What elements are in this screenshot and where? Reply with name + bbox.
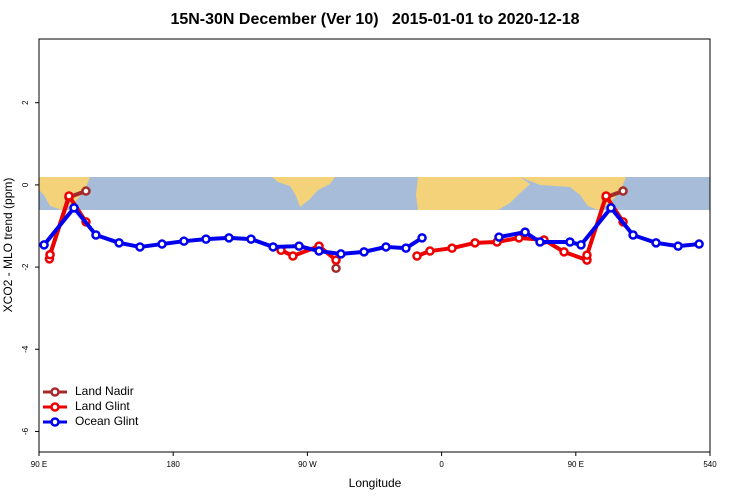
data-point [618, 186, 628, 196]
legend-label: Land Nadir [75, 384, 134, 398]
legend-marker [50, 417, 60, 427]
y-tick-label: 2 [21, 100, 30, 105]
y-tick-label: -2 [21, 263, 30, 271]
data-point [425, 246, 435, 256]
data-point [135, 242, 145, 252]
data-point [628, 230, 638, 240]
data-point [651, 238, 661, 248]
data-point [582, 250, 592, 260]
data-point [559, 247, 569, 257]
data-point [520, 227, 530, 237]
data-point [64, 191, 74, 201]
y-axis-label: XCO2 - MLO trend (ppm) [1, 178, 15, 313]
data-point [91, 230, 101, 240]
data-point [81, 186, 91, 196]
legend-marker [50, 387, 60, 397]
data-point [157, 239, 167, 249]
map-land [416, 177, 530, 210]
data-point [417, 233, 427, 243]
data-point [246, 234, 256, 244]
x-tick-label: 540 [703, 460, 717, 469]
y-tick-label: -6 [21, 427, 30, 435]
map-land [520, 177, 626, 210]
map-land [39, 177, 90, 210]
x-axis-label: Longitude [349, 476, 402, 490]
plot-frame [38, 38, 711, 453]
data-point [314, 246, 324, 256]
data-point [535, 237, 545, 247]
data-point [359, 247, 369, 257]
map-land [272, 177, 335, 207]
data-point [331, 255, 341, 265]
data-point [268, 242, 278, 252]
data-point [45, 249, 55, 260]
chart-title: 15N-30N December (Ver 10) 2015-01-01 to … [170, 11, 579, 28]
legend-label: Land Glint [75, 399, 130, 413]
data-point [69, 203, 79, 213]
data-point [412, 251, 422, 261]
data-point [565, 237, 575, 247]
data-point [288, 251, 298, 261]
data-point [601, 191, 611, 201]
data-point [201, 234, 211, 244]
data-point [494, 232, 504, 242]
x-tick-label: 180 [167, 460, 181, 469]
data-point [224, 233, 234, 243]
data-point [470, 238, 480, 248]
data-point [294, 241, 304, 251]
x-tick-label: 90 E [31, 460, 47, 469]
data-point [673, 241, 683, 251]
x-tick-label: 90 W [298, 460, 317, 469]
data-point [336, 249, 346, 259]
data-point [576, 240, 586, 250]
legend-label: Ocean Glint [75, 414, 139, 428]
x-tick-label: 90 E [568, 460, 584, 469]
data-point [39, 240, 49, 250]
legend-marker [50, 402, 60, 412]
data-point [606, 203, 616, 213]
x-tick-label: 0 [439, 460, 444, 469]
map-background [39, 177, 710, 210]
data-point [401, 243, 411, 253]
data-point [447, 243, 457, 253]
data-point [114, 238, 124, 248]
y-tick-label: -4 [21, 345, 30, 353]
data-point [694, 239, 704, 249]
data-point [179, 236, 189, 246]
y-tick-label: 0 [21, 182, 30, 187]
data-point [381, 242, 391, 252]
data-point [331, 263, 341, 274]
